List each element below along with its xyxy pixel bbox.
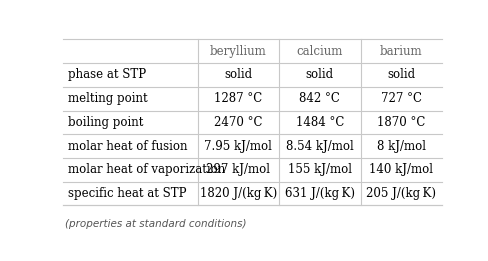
Text: 1484 °C: 1484 °C [295, 116, 343, 129]
Text: 140 kJ/mol: 140 kJ/mol [368, 163, 432, 176]
Text: molar heat of fusion: molar heat of fusion [67, 140, 187, 153]
Text: molar heat of vaporization: molar heat of vaporization [67, 163, 224, 176]
Text: 8 kJ/mol: 8 kJ/mol [376, 140, 425, 153]
Text: melting point: melting point [67, 92, 147, 105]
Text: 842 °C: 842 °C [299, 92, 340, 105]
Text: specific heat at STP: specific heat at STP [67, 187, 186, 200]
Text: 631 J/(kg K): 631 J/(kg K) [284, 187, 354, 200]
Text: 1820 J/(kg K): 1820 J/(kg K) [199, 187, 276, 200]
Text: 8.54 kJ/mol: 8.54 kJ/mol [285, 140, 353, 153]
Text: (properties at standard conditions): (properties at standard conditions) [65, 219, 246, 229]
Text: 1870 °C: 1870 °C [376, 116, 425, 129]
Text: 155 kJ/mol: 155 kJ/mol [287, 163, 351, 176]
Text: barium: barium [379, 45, 422, 58]
Text: 2470 °C: 2470 °C [214, 116, 262, 129]
Text: solid: solid [305, 68, 333, 81]
Text: phase at STP: phase at STP [67, 68, 145, 81]
Text: 7.95 kJ/mol: 7.95 kJ/mol [204, 140, 272, 153]
Text: solid: solid [386, 68, 414, 81]
Text: beryllium: beryllium [209, 45, 266, 58]
Text: boiling point: boiling point [67, 116, 142, 129]
Text: 1287 °C: 1287 °C [214, 92, 262, 105]
Text: calcium: calcium [296, 45, 342, 58]
Text: solid: solid [224, 68, 252, 81]
Text: 727 °C: 727 °C [380, 92, 421, 105]
Text: 297 kJ/mol: 297 kJ/mol [206, 163, 270, 176]
Text: 205 J/(kg K): 205 J/(kg K) [366, 187, 435, 200]
